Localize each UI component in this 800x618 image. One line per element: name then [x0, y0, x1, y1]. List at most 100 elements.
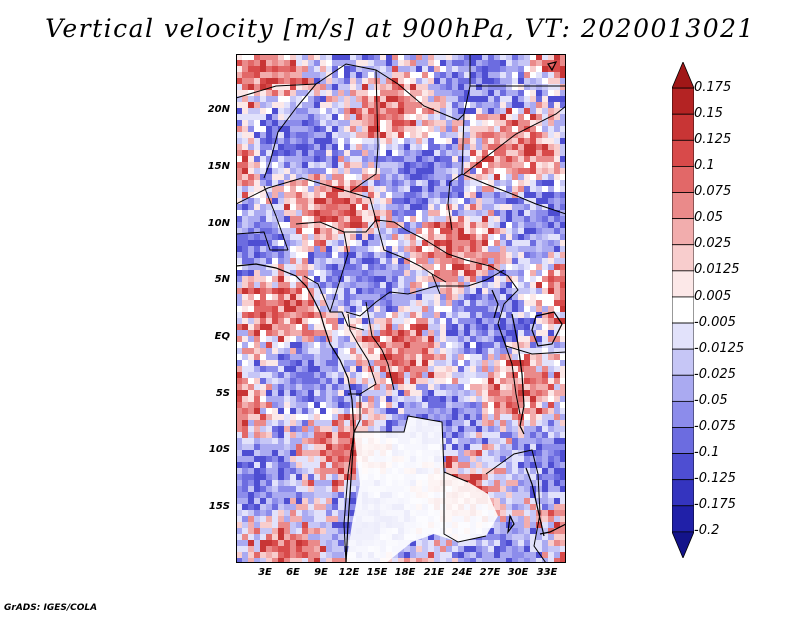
field-cell: [518, 264, 524, 270]
field-cell: [362, 234, 368, 240]
field-cell: [500, 534, 506, 540]
field-cell: [518, 180, 524, 186]
field-cell: [266, 216, 272, 222]
field-cell: [506, 90, 512, 96]
field-cell: [236, 186, 242, 192]
field-cell: [278, 468, 284, 474]
field-cell: [338, 438, 344, 444]
field-cell: [470, 306, 476, 312]
field-cell: [254, 78, 260, 84]
field-cell: [374, 330, 380, 336]
field-cell: [488, 78, 494, 84]
field-cell: [428, 252, 434, 258]
field-cell: [512, 510, 518, 516]
field-cell: [248, 468, 254, 474]
field-cell: [290, 276, 296, 282]
field-cell: [332, 228, 338, 234]
field-cell: [404, 96, 410, 102]
field-cell: [386, 264, 392, 270]
field-cell: [500, 156, 506, 162]
field-cell: [326, 132, 332, 138]
field-cell: [398, 300, 404, 306]
field-cell: [518, 234, 524, 240]
field-cell: [236, 366, 242, 372]
field-cell: [308, 468, 314, 474]
field-cell: [308, 558, 314, 563]
field-cell: [302, 540, 308, 546]
field-cell: [500, 138, 506, 144]
field-cell: [554, 372, 560, 378]
field-cell: [284, 168, 290, 174]
field-cell: [296, 546, 302, 552]
field-cell: [278, 252, 284, 258]
field-cell: [386, 354, 392, 360]
field-cell: [512, 150, 518, 156]
field-cell: [494, 336, 500, 342]
colorbar-segment: [672, 296, 694, 324]
field-cell: [518, 174, 524, 180]
field-cell: [248, 408, 254, 414]
field-cell: [302, 486, 308, 492]
field-cell: [560, 546, 566, 552]
field-cell: [476, 162, 482, 168]
field-cell: [236, 330, 242, 336]
field-cell: [416, 240, 422, 246]
field-cell: [518, 294, 524, 300]
field-cell: [362, 60, 368, 66]
field-cell: [260, 414, 266, 420]
field-cell: [320, 102, 326, 108]
field-cell: [320, 366, 326, 372]
field-cell: [536, 150, 542, 156]
field-cell: [260, 234, 266, 240]
field-cell: [380, 174, 386, 180]
field-cell: [554, 492, 560, 498]
field-cell: [518, 540, 524, 546]
field-cell: [272, 378, 278, 384]
field-cell: [260, 66, 266, 72]
field-cell: [488, 252, 494, 258]
field-cell: [500, 324, 506, 330]
field-cell: [272, 288, 278, 294]
field-cell: [320, 540, 326, 546]
field-cell: [458, 156, 464, 162]
field-cell: [518, 432, 524, 438]
field-cell: [482, 84, 488, 90]
field-cell: [470, 324, 476, 330]
field-cell: [458, 198, 464, 204]
field-cell: [260, 258, 266, 264]
field-cell: [326, 54, 332, 60]
field-cell: [356, 270, 362, 276]
field-cell: [518, 144, 524, 150]
field-cell: [296, 198, 302, 204]
field-cell: [536, 552, 542, 558]
field-cell: [284, 252, 290, 258]
field-cell: [308, 108, 314, 114]
field-cell: [290, 348, 296, 354]
field-cell: [482, 342, 488, 348]
field-cell: [416, 276, 422, 282]
field-cell: [296, 156, 302, 162]
field-cell: [272, 486, 278, 492]
field-cell: [272, 324, 278, 330]
field-cell: [530, 420, 536, 426]
field-cell: [254, 360, 260, 366]
field-cell: [374, 210, 380, 216]
field-cell: [344, 510, 350, 516]
field-cell: [524, 504, 530, 510]
field-cell: [524, 186, 530, 192]
field-cell: [512, 378, 518, 384]
field-cell: [392, 216, 398, 222]
field-cell: [308, 66, 314, 72]
field-cell: [494, 384, 500, 390]
field-cell: [350, 480, 356, 486]
field-cell: [284, 246, 290, 252]
field-cell: [512, 546, 518, 552]
field-cell: [338, 66, 344, 72]
field-cell: [434, 324, 440, 330]
field-cell: [302, 84, 308, 90]
field-cell: [320, 414, 326, 420]
field-cell: [356, 210, 362, 216]
field-cell: [542, 426, 548, 432]
field-cell: [530, 444, 536, 450]
field-cell: [260, 546, 266, 552]
